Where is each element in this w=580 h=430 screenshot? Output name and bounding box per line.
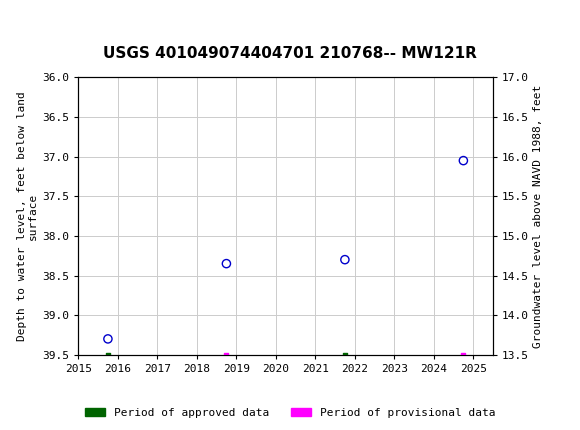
Point bbox=[340, 256, 350, 263]
Legend: Period of approved data, Period of provisional data: Period of approved data, Period of provi… bbox=[80, 403, 500, 422]
Point bbox=[459, 351, 468, 358]
Point bbox=[222, 260, 231, 267]
Y-axis label: Depth to water level, feet below land
surface: Depth to water level, feet below land su… bbox=[16, 91, 38, 341]
Point bbox=[103, 335, 113, 342]
Text: ≈USGS: ≈USGS bbox=[7, 10, 78, 28]
Point bbox=[222, 351, 231, 358]
Text: USGS 401049074404701 210768-- MW121R: USGS 401049074404701 210768-- MW121R bbox=[103, 46, 477, 61]
Point bbox=[340, 351, 350, 358]
Point bbox=[103, 351, 113, 358]
Y-axis label: Groundwater level above NAVD 1988, feet: Groundwater level above NAVD 1988, feet bbox=[533, 84, 543, 348]
Point bbox=[459, 157, 468, 164]
